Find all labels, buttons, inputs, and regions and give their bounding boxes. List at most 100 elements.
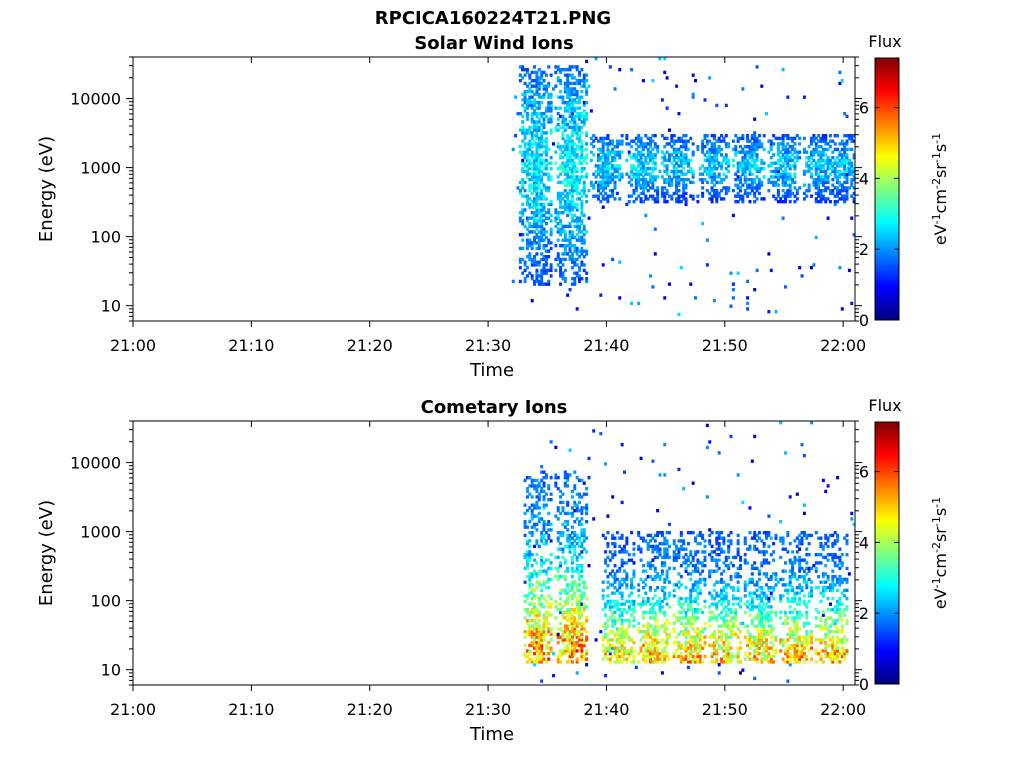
heatmap-cell [525, 244, 529, 248]
heatmap-cell [658, 627, 662, 631]
heatmap-cell [703, 178, 707, 182]
heatmap-cell [547, 172, 551, 176]
heatmap-cell [537, 208, 541, 212]
heatmap-cell [793, 180, 797, 185]
heatmap-cell [530, 246, 534, 251]
heatmap-cell [580, 208, 584, 212]
heatmap-cell [525, 128, 529, 132]
heatmap-cell [525, 175, 529, 179]
heatmap-cell [559, 602, 563, 606]
heatmap-cell [712, 613, 716, 617]
heatmap-cell [667, 657, 671, 661]
heatmap-cell [554, 476, 558, 480]
heatmap-cell [585, 79, 589, 83]
heatmap-cell [776, 136, 780, 141]
heatmap-cell [604, 605, 608, 609]
heatmap-cell [556, 191, 560, 196]
heatmap-cell [653, 161, 657, 165]
heatmap-cell [537, 260, 541, 264]
heatmap-cell [561, 649, 565, 653]
heatmap-cell [566, 613, 570, 617]
heatmap-cell [620, 547, 624, 551]
heatmap-cell [554, 566, 558, 571]
heatmap-cell [578, 216, 582, 220]
heatmap-cell [570, 586, 574, 590]
heatmap-cell [544, 167, 548, 171]
heatmap-cell [736, 200, 740, 204]
heatmap-cell [528, 90, 532, 94]
heatmap-cell [528, 602, 532, 606]
heatmap-cell [684, 632, 688, 637]
heatmap-cell [566, 106, 570, 110]
heatmap-cell [570, 619, 574, 623]
heatmap-cell [525, 489, 529, 494]
heatmap-cell [755, 660, 759, 664]
heatmap-cell [727, 652, 731, 656]
heatmap-cell [731, 564, 735, 568]
heatmap-cell [765, 610, 769, 615]
heatmap-cell [757, 619, 761, 623]
heatmap-cell [769, 635, 773, 639]
heatmap-cell [795, 197, 799, 201]
heatmap-cell [772, 588, 776, 593]
heatmap-cell [760, 145, 764, 149]
heatmap-cell [547, 178, 551, 182]
heatmap-cell [625, 583, 629, 587]
heatmap-cell [649, 652, 653, 656]
heatmap-cell [720, 602, 724, 606]
heatmap-cell [620, 500, 624, 505]
heatmap-cell [566, 205, 570, 209]
heatmap-cell [722, 186, 726, 190]
heatmap-cell [521, 92, 525, 97]
heatmap-cell [575, 79, 579, 83]
heatmap-cell [698, 531, 702, 535]
heatmap-cell [575, 180, 579, 185]
heatmap-cell [781, 156, 785, 160]
heatmap-cell [530, 660, 534, 664]
heatmap-cell [525, 630, 529, 634]
heatmap-cell [528, 586, 532, 590]
heatmap-cell [705, 134, 709, 138]
heatmap-cell [556, 608, 560, 612]
heatmap-cell [656, 572, 660, 576]
heatmap-cell [653, 547, 657, 551]
heatmap-cell [634, 178, 638, 182]
heatmap-cell [649, 635, 653, 639]
heatmap-cell [556, 216, 560, 220]
heatmap-cell [677, 654, 681, 659]
heatmap-cell [757, 632, 761, 637]
heatmap-cell [639, 136, 643, 141]
heatmap-cell [561, 274, 565, 278]
heatmap-cell [743, 586, 747, 590]
heatmap-cell [542, 498, 546, 502]
heatmap-cell [817, 153, 821, 157]
heatmap-cell [705, 445, 709, 450]
heatmap-cell [563, 575, 567, 579]
heatmap-cell [528, 630, 532, 634]
heatmap-cell [843, 172, 847, 176]
heatmap-cell [786, 164, 790, 168]
heatmap-cell [795, 591, 799, 595]
heatmap-cell [847, 167, 851, 171]
heatmap-cell [753, 583, 757, 587]
heatmap-cell [618, 536, 622, 540]
heatmap-cell [788, 588, 792, 593]
heatmap-cell [639, 646, 643, 650]
heatmap-cell [663, 200, 667, 204]
heatmap-cell [812, 180, 816, 185]
heatmap-cell [537, 495, 541, 499]
heatmap-cell [847, 164, 851, 168]
heatmap-cell [767, 586, 771, 590]
heatmap-cell [556, 566, 560, 571]
heatmap-cell [696, 200, 700, 204]
heatmap-cell [580, 602, 584, 606]
heatmap-cell [750, 619, 754, 623]
heatmap-cell [601, 608, 605, 612]
heatmap-cell [781, 164, 785, 168]
heatmap-cell [608, 167, 612, 171]
heatmap-cell [575, 252, 579, 256]
heatmap-cell [549, 117, 553, 121]
heatmap-cell [554, 605, 558, 609]
heatmap-cell [521, 76, 525, 80]
heatmap-cell [613, 580, 617, 584]
